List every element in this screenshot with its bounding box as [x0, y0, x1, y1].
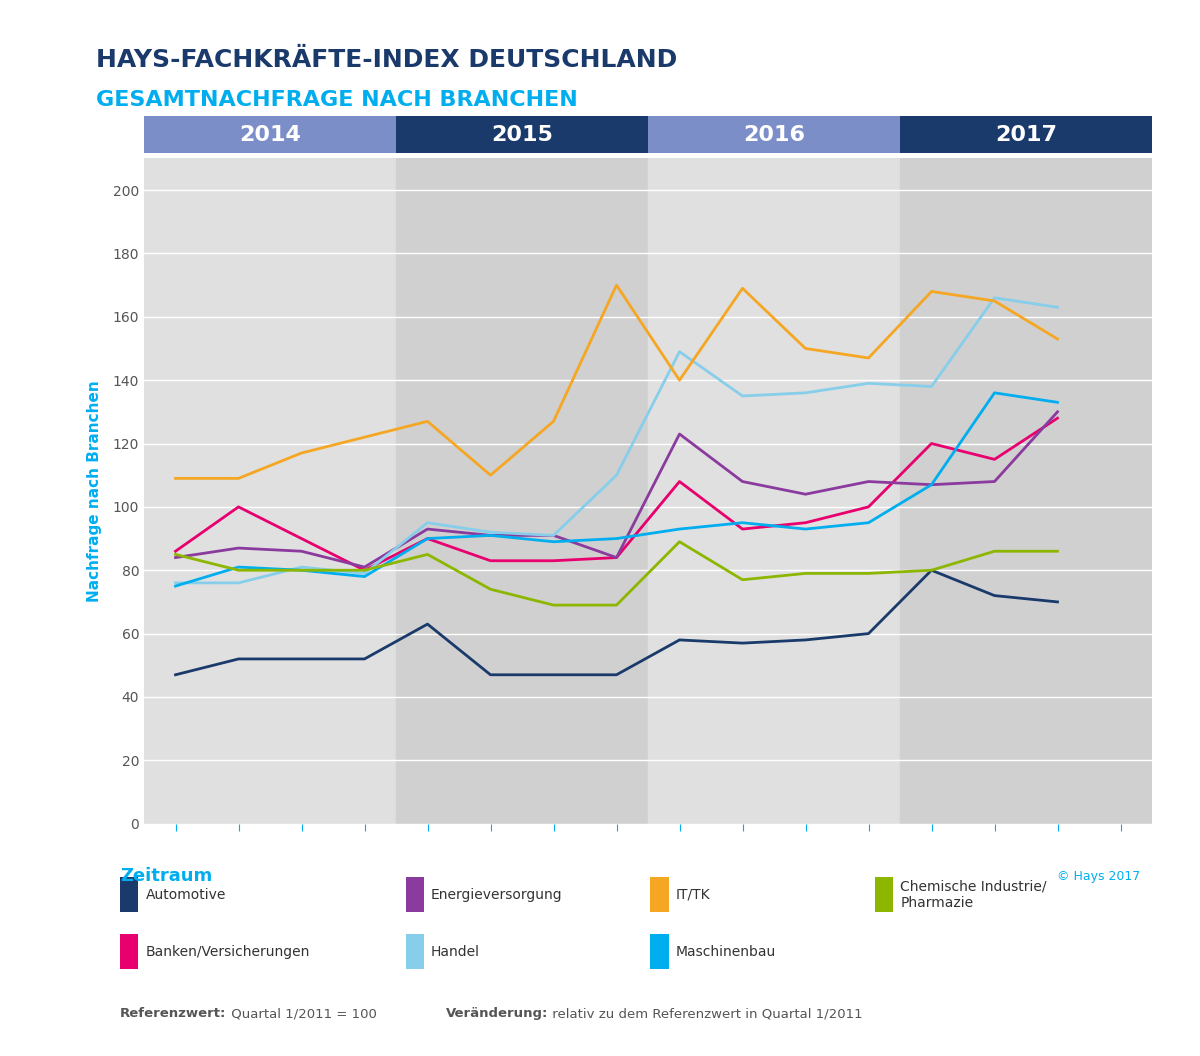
FancyBboxPatch shape	[648, 116, 900, 153]
Text: Zeitraum: Zeitraum	[120, 867, 212, 886]
Text: Q2: Q2	[984, 835, 1006, 849]
Text: Q4: Q4	[354, 835, 376, 849]
Text: Handel: Handel	[431, 945, 480, 959]
Text: 2015: 2015	[491, 125, 553, 145]
Text: Q4: Q4	[1110, 835, 1132, 849]
Text: Q2: Q2	[480, 835, 502, 849]
Text: Q4: Q4	[606, 835, 628, 849]
Text: Q3: Q3	[794, 835, 816, 849]
Text: Energieversorgung: Energieversorgung	[431, 888, 563, 902]
Text: Automotive: Automotive	[145, 888, 226, 902]
Text: Q1: Q1	[668, 835, 690, 849]
Bar	[396, 158, 648, 824]
Text: Q1: Q1	[164, 835, 186, 849]
Bar	[650, 876, 668, 912]
Text: Q3: Q3	[1046, 835, 1068, 849]
Text: Q4: Q4	[858, 835, 880, 849]
Bar	[650, 934, 668, 969]
Y-axis label: Nachfrage nach Branchen: Nachfrage nach Branchen	[86, 380, 102, 602]
Bar	[406, 934, 424, 969]
Text: Q1: Q1	[416, 835, 438, 849]
Bar	[900, 158, 1152, 824]
Bar	[406, 876, 424, 912]
Text: Q3: Q3	[290, 835, 312, 849]
Bar	[648, 158, 900, 824]
Text: relativ zu dem Referenzwert in Quartal 1/2011: relativ zu dem Referenzwert in Quartal 1…	[548, 1007, 863, 1020]
Text: IT/TK: IT/TK	[676, 888, 710, 902]
Bar	[875, 876, 893, 912]
FancyBboxPatch shape	[144, 116, 396, 153]
Bar	[144, 158, 396, 824]
Text: HAYS-FACHKRÄFTE-INDEX DEUTSCHLAND: HAYS-FACHKRÄFTE-INDEX DEUTSCHLAND	[96, 48, 677, 72]
Text: Q2: Q2	[228, 835, 250, 849]
Text: Q2: Q2	[732, 835, 754, 849]
FancyBboxPatch shape	[900, 116, 1152, 153]
Text: GESAMTNACHFRAGE NACH BRANCHEN: GESAMTNACHFRAGE NACH BRANCHEN	[96, 90, 577, 110]
Bar	[120, 876, 138, 912]
Text: 2014: 2014	[239, 125, 301, 145]
Text: Quartal 1/2011 = 100: Quartal 1/2011 = 100	[227, 1007, 377, 1020]
Text: 2017: 2017	[995, 125, 1057, 145]
FancyBboxPatch shape	[396, 116, 648, 153]
Text: Q1: Q1	[920, 835, 942, 849]
Bar	[120, 934, 138, 969]
Text: Maschinenbau: Maschinenbau	[676, 945, 776, 959]
Text: Referenzwert:: Referenzwert:	[120, 1007, 227, 1020]
Text: Q3: Q3	[542, 835, 564, 849]
Text: Banken/Versicherungen: Banken/Versicherungen	[145, 945, 310, 959]
Text: 2016: 2016	[743, 125, 805, 145]
Text: Veränderung:: Veränderung:	[446, 1007, 548, 1020]
Text: © Hays 2017: © Hays 2017	[1057, 870, 1140, 883]
Text: Chemische Industrie/
Pharmazie: Chemische Industrie/ Pharmazie	[900, 880, 1046, 909]
